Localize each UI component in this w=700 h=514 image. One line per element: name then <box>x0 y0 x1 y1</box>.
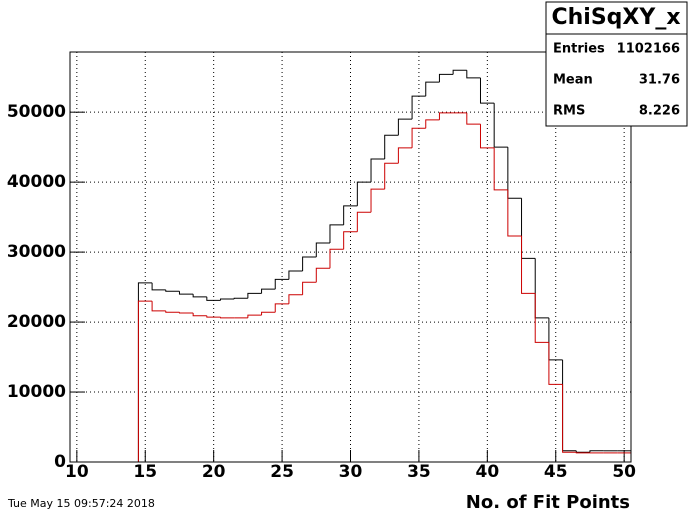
histogram-step <box>274 278 289 290</box>
histogram-step <box>206 296 221 301</box>
histogram-step <box>370 158 385 183</box>
histogram-step <box>315 267 330 283</box>
x-tick-label: 35 <box>407 462 431 482</box>
histogram-step <box>425 81 440 97</box>
x-tick-label: 10 <box>65 462 89 482</box>
histogram-step <box>384 134 399 160</box>
x-tick-label: 50 <box>612 462 636 482</box>
histogram-step <box>425 119 440 129</box>
histogram-step <box>288 294 303 304</box>
histogram-step <box>329 248 344 269</box>
histogram-step <box>438 73 454 83</box>
histogram-step <box>247 292 262 299</box>
histogram-step <box>521 236 536 294</box>
x-tick-label: 45 <box>544 462 568 482</box>
histogram-step <box>192 312 207 317</box>
histogram-step <box>343 231 358 250</box>
histogram-step <box>261 311 276 316</box>
histogram-step <box>137 300 153 462</box>
stats-key: Entries <box>553 42 605 57</box>
histogram-step <box>411 127 426 148</box>
histogram-step <box>206 315 221 318</box>
histogram-step <box>507 189 522 237</box>
stats-frame <box>545 1 688 127</box>
x-tick-label: 25 <box>270 462 294 482</box>
histogram-step <box>479 77 495 104</box>
histogram-step <box>493 147 508 191</box>
histogram-step <box>466 112 481 125</box>
stats-key: RMS <box>553 104 585 119</box>
histogram-step <box>575 452 590 454</box>
histogram-step <box>220 298 235 301</box>
histogram-step <box>589 450 604 453</box>
histogram-step <box>302 256 317 271</box>
histogram-step <box>151 282 166 291</box>
histogram-step <box>261 288 276 294</box>
histogram-step <box>165 310 180 313</box>
histogram-step <box>178 291 194 295</box>
histogram-step <box>315 242 330 257</box>
histogram-step <box>165 289 180 292</box>
stats-value: 1102166 <box>617 42 680 57</box>
histogram-step <box>466 70 481 79</box>
histogram-step <box>397 147 413 164</box>
histogram-step <box>233 297 248 299</box>
histogram-step <box>343 205 358 225</box>
stats-key: Mean <box>553 73 593 88</box>
histogram-step <box>247 314 262 318</box>
y-tick-label: 40000 <box>7 172 66 192</box>
stats-value: 31.76 <box>639 73 680 88</box>
x-tick-label: 20 <box>202 462 226 482</box>
histogram-step <box>220 317 235 319</box>
histogram-step <box>151 301 166 312</box>
histogram-step <box>562 384 577 453</box>
x-tick-label: 30 <box>339 462 363 482</box>
histogram-step <box>438 112 454 120</box>
y-tick-label: 50000 <box>7 102 66 122</box>
x-tick-label: 40 <box>475 462 499 482</box>
histogram-step <box>452 69 467 75</box>
stats-title: ChiSqXY_x <box>551 5 680 30</box>
histogram-step <box>356 211 372 232</box>
x-tick-label: 15 <box>133 462 157 482</box>
histogram-step <box>178 312 194 314</box>
stats-box: ChiSqXY_x Entries 1102166 Mean 31.76 RMS… <box>545 1 688 127</box>
histogram-step <box>274 303 289 313</box>
histogram-step <box>329 224 344 244</box>
frame <box>69 51 632 463</box>
histogram-step <box>302 281 317 295</box>
histogram-step <box>192 294 207 298</box>
histogram-step <box>397 118 413 136</box>
histogram-step <box>534 293 549 343</box>
x-axis-label: No. of Fit Points <box>466 492 630 513</box>
histogram-step <box>548 342 563 385</box>
y-tick-label: 0 <box>54 452 66 472</box>
y-tick-label: 20000 <box>7 312 66 332</box>
histogram-step <box>479 124 495 149</box>
histogram-step <box>384 162 399 190</box>
stats-value: 8.226 <box>639 104 680 119</box>
histogram-step <box>288 270 303 280</box>
histogram-step <box>411 95 426 120</box>
timestamp: Tue May 15 09:57:24 2018 <box>7 497 155 510</box>
histogram-step <box>356 181 372 206</box>
y-tick-label: 30000 <box>7 242 66 262</box>
y-tick-label: 10000 <box>7 382 66 402</box>
histogram-step <box>370 188 385 213</box>
histogram-step <box>493 103 508 148</box>
